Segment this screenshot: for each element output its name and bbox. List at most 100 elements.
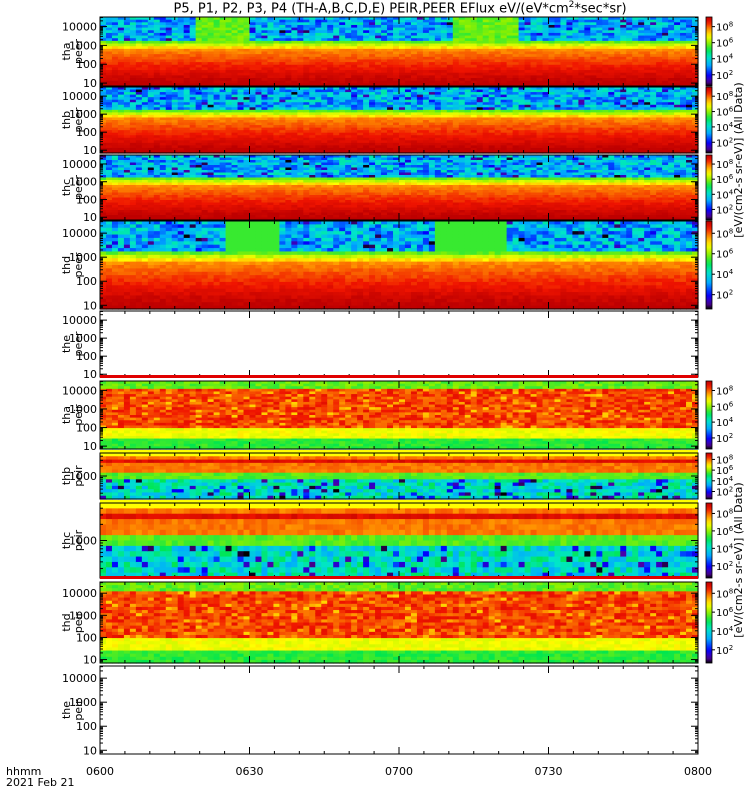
y-label-species: peir [72,611,85,633]
y-tick-label: 100 [76,631,97,644]
y-label-probe: thb [60,111,73,129]
y-tick-label: 10000 [62,587,97,600]
colorbar-tick-label: 108 [716,384,733,397]
spectrogram-thb-peer [100,87,699,154]
y-label-species: peir [72,529,85,551]
panel-the-peir: 10 100 1000 10000 the peir [60,665,699,757]
colorbar-thd-peer: 102 104 106 108 [705,220,734,310]
y-tick-label: 1000 [69,470,97,483]
colorbar-tick-label: 108 [716,507,733,520]
colorbar-tick-label: 102 [716,560,733,573]
colorbar-tick-label: 102 [716,289,733,302]
fill-stripe [100,576,698,579]
y-tick-label: 10 [83,211,97,224]
y-tick-label: 1000 [69,332,97,345]
y-tick-label: 1000 [69,403,97,416]
panel-tha-peir: 10 100 1000 10000 tha peir [60,375,699,453]
x-tick-label: 0730 [535,765,563,778]
y-tick-label: 10 [83,144,97,157]
colorbar-tick-label: 102 [716,644,733,657]
y-label-species: peer [72,107,85,133]
spectrogram-thb-peir [100,453,699,500]
y-label-species: peir [72,465,85,487]
panel-tha-peer: 10 100 1000 10000 tha peer [60,16,699,90]
colorbar-tick-label: 108 [716,158,733,171]
y-label-probe: the [60,335,73,353]
x-axis-row1-label: hhmm [6,765,41,778]
y-tick-label: 1000 [69,39,97,52]
colorbar-tick-label: 108 [716,21,733,34]
y-tick-label: 100 [76,58,97,71]
colorbar-tick-label: 104 [716,53,734,66]
colorbar-tick-label: 102 [716,203,733,216]
y-label-probe: tha [60,42,73,60]
y-tick-label: 100 [76,193,97,206]
y-label-species: peer [72,39,85,65]
colorbar-tick-label: 104 [716,268,734,281]
y-label-probe: tha [60,406,73,424]
colorbar-tick-label: 108 [716,90,733,103]
colorbar-gradient [705,154,713,221]
y-tick-label: 10 [83,368,97,381]
panel-thd-peir: 10 100 1000 10000 thd peir [60,576,699,667]
y-tick-label: 1000 [69,108,97,121]
y-tick-label: 100 [76,350,97,363]
y-tick-label: 100 [76,720,97,733]
spectrogram-thd-peer [100,221,699,310]
colorbar-tick-label: 102 [716,136,733,149]
colorbar-gradient [705,86,713,154]
x-axis-row2-label: 2021 Feb 21 [6,776,74,789]
colorbar-tick-label: 104 [716,416,734,429]
fill-stripe [100,375,698,378]
colorbar-gradient [705,581,713,664]
y-tick-label: 10000 [62,672,97,685]
colorbar-tick-label: 102 [716,432,733,445]
colorbar-gradient [705,452,713,500]
y-tick-label: 1000 [69,176,97,189]
y-tick-label: 1000 [69,251,97,264]
y-label-probe: the [60,701,73,719]
y-label-probe: thc [60,532,73,549]
y-tick-label: 10 [83,654,97,667]
colorbar-tick-label: 106 [716,400,734,413]
y-label-species: peer [72,331,85,357]
y-label-probe: thd [60,613,73,631]
y-tick-label: 10 [83,299,97,312]
colorbar-gradient [705,220,713,310]
x-tick-label: 0630 [236,765,264,778]
y-tick-label: 10 [83,77,97,90]
spectrogram-thc-peer [100,155,699,221]
panel-thd-peer: 10 100 1000 10000 thd peer [60,220,699,312]
y-label-species: peir [72,699,85,721]
colorbar-label-top: [eV/(cm2-s sr-eV)] (All Data) [732,82,745,237]
y-label-species: peer [72,252,85,278]
y-label-probe: thd [60,256,73,274]
colorbar-tick-label: 108 [716,587,733,600]
y-tick-label: 10000 [62,314,97,327]
colorbar-tha-peer: 102 104 106 108 [705,16,734,87]
y-tick-label: 10000 [62,227,97,240]
y-tick-label: 10000 [62,384,97,397]
x-tick-label: 0700 [385,765,413,778]
y-tick-label: 10000 [62,158,97,171]
chart-title: P5, P1, P2, P3, P4 (TH-A,B,C,D,E) PEIR,P… [173,0,627,17]
y-label-species: peer [72,175,85,201]
y-tick-label: 100 [76,126,97,139]
y-label-probe: thc [60,179,73,196]
fill-stripe [100,500,698,503]
y-label-species: peir [72,404,85,426]
spectrogram-thd-peir [100,582,699,664]
y-tick-label: 10000 [62,90,97,103]
spectrogram-tha-peer [100,17,699,87]
colorbar-gradient [705,380,713,450]
x-tick-label: 0600 [86,765,114,778]
y-tick-label: 1000 [69,696,97,709]
y-tick-label: 100 [76,275,97,288]
colorbar-tha-peir: 102 104 106 108 [705,380,734,450]
